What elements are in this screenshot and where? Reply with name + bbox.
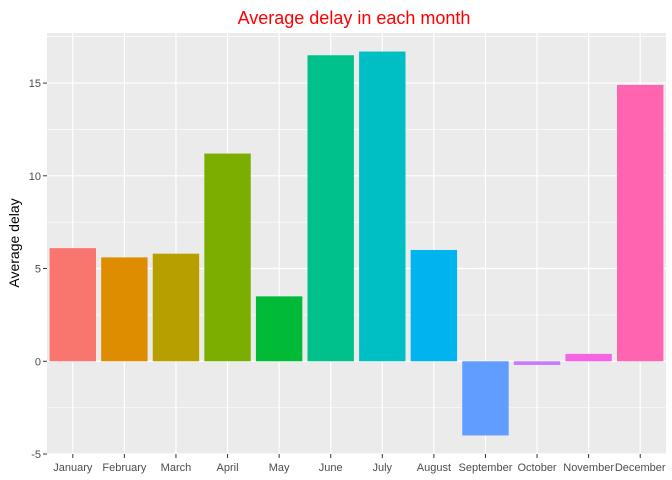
y-tick-label: 15 — [29, 78, 41, 90]
x-tick-label: April — [217, 462, 239, 474]
y-tick-label: 10 — [29, 171, 41, 183]
x-axis: January February March April May June July Augu… — [53, 454, 666, 474]
bar-july — [359, 51, 406, 362]
bar-august — [410, 249, 458, 362]
x-tick-label: August — [417, 462, 451, 474]
y-tick-label: 0 — [35, 356, 41, 368]
x-tick-label: June — [319, 462, 343, 474]
x-tick-label: December — [615, 462, 666, 474]
y-tick-label: -5 — [31, 449, 41, 461]
x-tick-label: July — [373, 462, 393, 474]
plot-panel — [47, 33, 666, 454]
y-axis: -5 0 5 10 15 — [29, 78, 47, 461]
x-tick-label: November — [563, 462, 614, 474]
x-tick-label: September — [459, 462, 513, 474]
chart-title: Average delay in each month — [238, 8, 471, 28]
minor-gridlines — [47, 36, 666, 408]
bar-may — [255, 296, 303, 362]
x-tick-label: March — [161, 462, 192, 474]
x-tick-label: January — [53, 462, 93, 474]
bar-june — [307, 55, 354, 362]
y-axis-title: Average delay — [6, 198, 22, 287]
bar-december — [616, 84, 664, 362]
bar-november — [565, 353, 612, 362]
y-tick-label: 5 — [35, 264, 41, 276]
bars — [49, 51, 664, 436]
x-tick-label: May — [269, 462, 290, 474]
bar-october — [513, 361, 561, 365]
x-tick-label: February — [102, 462, 147, 474]
bar-april — [204, 153, 251, 362]
bar-march — [152, 253, 200, 362]
bar-february — [101, 257, 148, 362]
x-tick-label: October — [517, 462, 556, 474]
bar-january — [49, 248, 97, 362]
bar-september — [462, 361, 509, 436]
